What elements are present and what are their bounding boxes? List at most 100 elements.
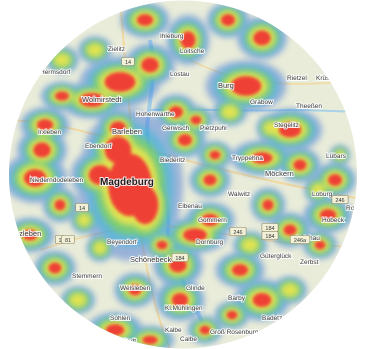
place-label-edstedt: edtedt (118, 338, 136, 345)
place-label-badetz: Badetz (262, 315, 282, 322)
place-label-beyendorf: Beyendorf (107, 239, 137, 246)
heat-blob (131, 185, 159, 225)
heat-blob (278, 122, 302, 138)
place-label-loitsche: Loitsche (180, 48, 205, 55)
heat-blob (253, 30, 271, 46)
heat-blob (230, 76, 262, 96)
svg-text:246: 246 (233, 230, 242, 236)
heat-blob (262, 120, 278, 136)
place-label-calbe: Calbe (180, 336, 197, 343)
place-label-lostau: Lostau (170, 71, 190, 78)
heat-blob (104, 72, 136, 92)
svg-text:81: 81 (65, 238, 71, 244)
heat-blob (252, 292, 272, 308)
heat-blob (199, 325, 211, 335)
svg-text:184: 184 (175, 256, 184, 262)
place-label-stemmern: Stemmern (72, 273, 102, 280)
svg-text:246a: 246a (294, 238, 307, 244)
heat-blob (136, 14, 154, 26)
svg-text:246: 246 (335, 198, 344, 204)
heat-blob (33, 142, 51, 158)
place-label-barby: Barby (228, 295, 246, 302)
heat-blob (48, 262, 62, 274)
place-label-loburg: Loburg (312, 191, 333, 198)
place-label-gross-rosenburg: Groß Rosenburg (210, 329, 259, 336)
heat-blob (76, 212, 92, 228)
place-label-barleben: Barleben (112, 127, 142, 136)
road-shield: 184 (261, 223, 279, 232)
place-label-rosian: Rosian (346, 205, 366, 212)
heat-blob (226, 310, 238, 320)
heat-blob (92, 240, 108, 256)
place-label-theellen: Theeßen (296, 103, 322, 110)
heat-blob (203, 174, 217, 186)
heat-blob (319, 209, 337, 221)
svg-text:14: 14 (79, 206, 85, 212)
place-label-gommern: Gommern (198, 217, 227, 224)
heat-blob (251, 152, 273, 164)
heat-blob (156, 240, 168, 250)
place-label-tryppehna: Tryppehna (232, 155, 263, 162)
heat-blob (241, 237, 259, 253)
heat-blob (86, 42, 104, 58)
heat-blob (110, 121, 126, 135)
heat-blob (180, 31, 196, 49)
place-label-gerwisch: Gerwisch (162, 125, 189, 132)
heat-blob (54, 199, 66, 211)
place-label-zerbst: Zerbst (300, 259, 319, 266)
place-label-grabow: Grabow (250, 99, 273, 106)
heat-blob (141, 57, 159, 73)
place-label-krussau: Krüssau (316, 75, 340, 82)
heat-blob (293, 159, 307, 171)
svg-text:14: 14 (125, 60, 131, 66)
place-label-wolmirstedt: Wolmirstedt (82, 95, 122, 104)
heat-blob (221, 104, 239, 120)
heat-blob (283, 224, 297, 236)
road-shield: 246a (289, 235, 311, 244)
road-shield: 14 (121, 57, 135, 66)
place-label-klein-muhlingen: Kl.Mühlingen (165, 305, 203, 312)
place-label-hermsdorf: Hermsdorf (40, 69, 71, 76)
heat-blob (128, 284, 142, 296)
heat-blob (168, 106, 184, 118)
place-label-schonebeck: Schönebeck (130, 255, 172, 264)
place-label-stegelitz: Stegelitz (274, 122, 299, 129)
place-label-lubars: Lübars (326, 153, 347, 160)
heat-blob (105, 324, 125, 336)
place-label-rietzel: Rietzel (287, 75, 307, 82)
place-label-irxleben: Irxleben (38, 129, 62, 136)
road-shield: 184 (261, 231, 279, 240)
heat-blob (54, 91, 70, 101)
place-label-dornburg: Dornburg (196, 239, 223, 246)
heat-blob (177, 134, 193, 146)
place-label-ebendorf: Ebendorf (85, 143, 112, 150)
place-label-niederndodeleben: Niederndodeleben (30, 177, 84, 184)
heat-blob (171, 292, 189, 308)
place-label-hohenwarthe: Hohenwarthe (136, 111, 175, 118)
place-label-burg: Burg (218, 81, 234, 90)
place-label-kalbe: Kalbe (165, 327, 182, 334)
place-label-elbenau: Elbenau (178, 203, 202, 210)
place-label-glinde: Glinde (186, 285, 205, 292)
place-label-mockern: Möckern (265, 169, 294, 178)
heat-blob (23, 169, 47, 187)
road-shield: 246 (229, 227, 247, 236)
heat-blob (22, 229, 38, 241)
place-label-biederitz: Biederitz (160, 157, 185, 164)
heat-blob (334, 149, 346, 161)
heat-blob (190, 115, 202, 125)
place-label-walwitz: Walwitz (228, 191, 250, 198)
place-label-welsleben: Welsleben (120, 285, 151, 292)
heat-blob (310, 182, 326, 198)
place-label-gutergluck: Güterglück (260, 253, 292, 260)
heat-blob (281, 282, 299, 298)
heat-blob (142, 335, 158, 345)
road-shield: 184 (171, 253, 189, 262)
heat-blob (220, 14, 236, 26)
heat-blob (88, 165, 112, 185)
heat-blob (53, 52, 71, 68)
heat-blob (201, 213, 219, 227)
svg-text:184: 184 (265, 226, 274, 232)
